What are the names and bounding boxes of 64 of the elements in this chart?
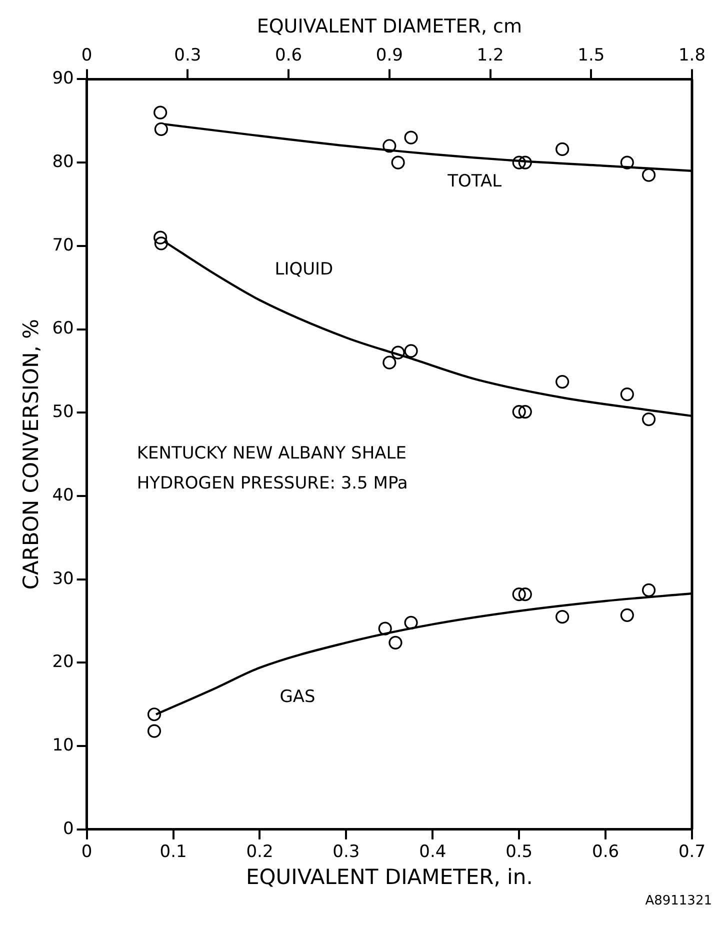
series-label: TOTAL [446, 172, 502, 192]
x-tick-label: 0.6 [592, 842, 620, 862]
point [642, 412, 656, 426]
x-tick-label: 0.5 [506, 842, 533, 862]
point [518, 404, 532, 419]
point [147, 724, 162, 738]
x-tick-label: 0.2 [246, 842, 274, 862]
point [147, 708, 162, 722]
x2-tick-label: 0.6 [275, 45, 302, 66]
point [404, 130, 418, 144]
x2-tick-label: 1.2 [476, 45, 504, 66]
y-tick-label: 90 [52, 68, 74, 89]
x-tick-label: 0.1 [160, 842, 187, 862]
point [556, 610, 570, 624]
x-tick-label: 0 [81, 842, 92, 862]
series-label: GAS [280, 687, 316, 708]
series-label: LIQUID [274, 260, 334, 280]
point [620, 608, 634, 622]
annotation: KENTUCKY NEW ALBANY SHALE [136, 444, 406, 464]
point [512, 156, 526, 170]
point [404, 616, 418, 630]
point [642, 583, 656, 597]
point [388, 636, 402, 650]
x2-tick-label: 0.9 [376, 45, 403, 66]
y-tick-label: 10 [52, 735, 74, 756]
point [391, 156, 405, 170]
x2-tick-label: 0 [81, 45, 92, 66]
y-tick-label: 70 [52, 235, 74, 256]
point [154, 106, 168, 120]
point [518, 156, 532, 170]
point [404, 344, 418, 358]
x2-tick-label: 1.5 [578, 45, 605, 66]
point [620, 387, 634, 402]
x-tick-label: 0.3 [332, 842, 360, 862]
x2-axis-title: EQUIVALENT DIAMETER, cm [256, 15, 522, 38]
point [391, 346, 405, 360]
y-tick-label: 0 [63, 818, 74, 839]
point [512, 588, 526, 602]
point [620, 156, 634, 170]
y-tick-label: 40 [52, 485, 74, 506]
point [518, 588, 532, 602]
y-tick-label: 50 [52, 402, 74, 422]
point [154, 230, 168, 244]
point [154, 236, 168, 250]
y-axis-title: CARBON CONVERSION, % [19, 318, 44, 590]
y-tick-label: 60 [52, 318, 74, 339]
x-tick-label: 0.4 [419, 842, 446, 862]
point [382, 356, 396, 370]
y-tick-label: 80 [52, 152, 74, 172]
x2-tick-label: 1.8 [678, 45, 706, 66]
point [512, 404, 526, 419]
text: A8911321 [645, 893, 712, 908]
point [642, 168, 656, 182]
x-axis-title: EQUIVALENT DIAMETER, in. [246, 864, 533, 889]
x2-tick-label: 0.3 [174, 45, 202, 66]
point [378, 622, 392, 636]
point [556, 142, 570, 156]
y-tick-label: 30 [52, 568, 74, 589]
x-tick-label: 0.7 [678, 842, 706, 862]
point [382, 139, 396, 153]
point [154, 122, 168, 136]
annotation: HYDROGEN PRESSURE: 3.5 MPa [136, 474, 408, 494]
point [556, 374, 570, 389]
y-tick-label: 20 [52, 652, 74, 672]
